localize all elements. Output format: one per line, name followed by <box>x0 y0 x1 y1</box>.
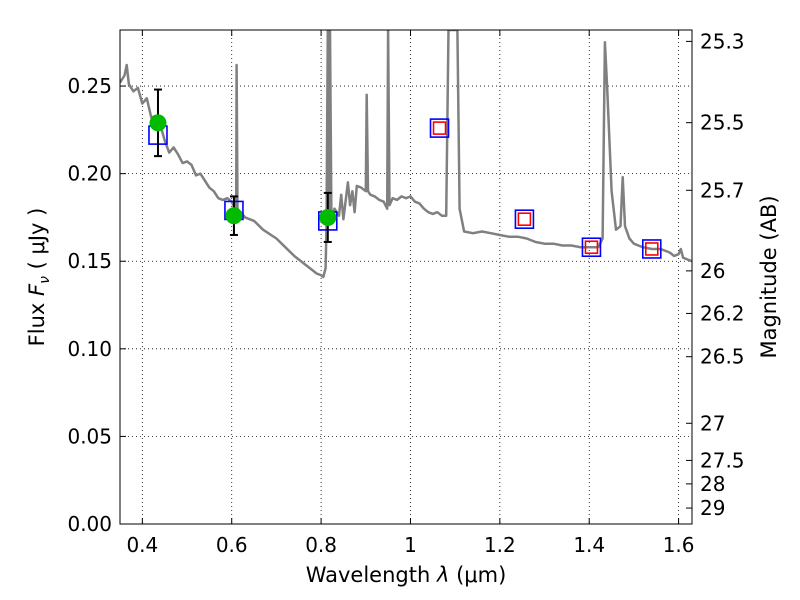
model-flux-marker <box>581 237 602 258</box>
x-tick-label: 1.2 <box>484 533 516 557</box>
model-flux-marker <box>429 118 450 138</box>
y2-axis-label: Magnitude (AB) <box>757 195 781 358</box>
observed-point <box>319 208 337 226</box>
y-tick-label: 0.25 <box>67 74 112 98</box>
observed-point <box>149 114 167 132</box>
limit-marker <box>644 242 659 256</box>
y2-tick-label: 27 <box>700 411 725 435</box>
plot-frame <box>119 29 693 525</box>
y-tick-label: 0.15 <box>67 249 112 273</box>
x-tick-label: 1.4 <box>573 533 605 557</box>
y2-tick-label: 26.2 <box>700 301 745 325</box>
y2-tick-label: 25.7 <box>700 178 745 202</box>
y-tick-label: 0.10 <box>67 337 112 361</box>
y2-tick-label: 26.5 <box>700 345 745 369</box>
y2-tick-label: 25.3 <box>700 29 745 53</box>
y2-tick-label: 29 <box>700 496 725 520</box>
x-axis-label: Wavelength λ (μm) <box>306 563 507 587</box>
x-tick-label: 1.6 <box>663 533 695 557</box>
y2-tick-label: 26 <box>700 259 725 283</box>
model-flux-marker <box>641 239 662 259</box>
y2-tick-label: 27.5 <box>700 448 745 472</box>
x-tick-label: 0.6 <box>216 533 248 557</box>
y2-tick-label: 28 <box>700 472 725 496</box>
limit-marker <box>517 212 532 226</box>
tick-group: 0.4 0.6 0.8 1 1.2 1.4 1.6 0.00 0.05 0.10 0.15 0.20 0… <box>67 29 744 557</box>
y-tick-label: 0.20 <box>67 162 112 186</box>
y-tick-label: 0.00 <box>67 512 112 536</box>
observed-point <box>225 207 243 225</box>
y-tick-label: 0.05 <box>67 424 112 448</box>
limit-marker <box>584 240 599 255</box>
y-axis-label: Flux Fν ( μJy ) <box>25 208 53 347</box>
model-curve-group <box>120 30 692 279</box>
model-flux-marker <box>514 209 535 229</box>
x-tick-label: 0.4 <box>126 533 158 557</box>
model-sed-line <box>120 30 692 279</box>
grid-lines <box>120 30 692 525</box>
x-tick-label: 0.8 <box>305 533 337 557</box>
marker-group <box>148 88 662 259</box>
y2-tick-label: 25.5 <box>700 111 745 135</box>
x-tick-label: 1 <box>404 533 417 557</box>
limit-marker <box>432 121 447 135</box>
